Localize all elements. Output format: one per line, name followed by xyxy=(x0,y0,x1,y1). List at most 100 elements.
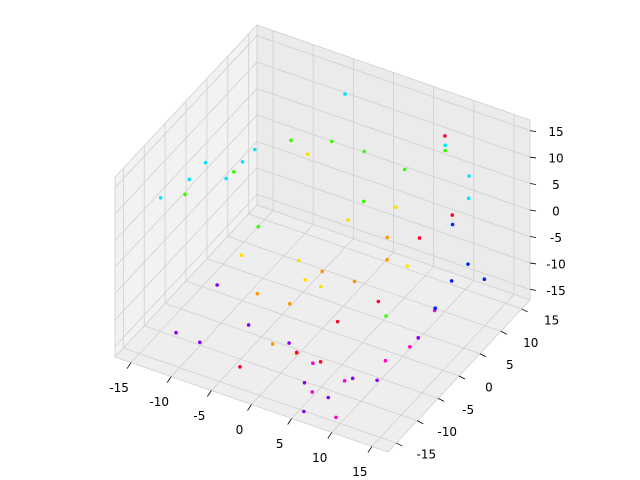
y-tick-label: 5 xyxy=(506,358,514,372)
point xyxy=(287,301,292,306)
point xyxy=(310,390,315,394)
y-tick xyxy=(521,308,528,313)
point xyxy=(449,279,454,283)
point xyxy=(466,196,471,201)
grid-line xyxy=(227,235,501,332)
grid-line xyxy=(114,141,258,294)
point xyxy=(346,218,351,222)
point xyxy=(383,358,388,363)
point xyxy=(375,378,379,383)
grid-line xyxy=(256,167,531,264)
point xyxy=(466,262,470,266)
z-tick-label: 0 xyxy=(552,205,560,219)
grid-line xyxy=(114,194,258,347)
y-tick-label: 0 xyxy=(485,381,493,395)
x-tick xyxy=(166,376,172,383)
point xyxy=(303,278,307,282)
z-tick xyxy=(529,130,537,132)
point xyxy=(334,415,338,420)
grid-line xyxy=(256,194,531,290)
grid-line xyxy=(256,114,531,211)
point xyxy=(270,342,275,346)
x-tick-label: 0 xyxy=(236,423,244,437)
grid-line xyxy=(144,325,418,422)
point xyxy=(385,257,389,262)
point xyxy=(467,174,471,178)
point xyxy=(289,138,293,143)
point xyxy=(330,139,334,144)
point xyxy=(246,323,251,327)
x-tick xyxy=(207,390,212,397)
point xyxy=(342,379,347,383)
point xyxy=(174,330,178,335)
point xyxy=(239,253,244,258)
point xyxy=(482,277,487,282)
point xyxy=(443,148,448,153)
y-tick xyxy=(437,397,445,402)
point xyxy=(402,167,407,172)
point xyxy=(352,279,357,284)
y-tick-label: -10 xyxy=(437,425,457,439)
point xyxy=(450,222,455,227)
point xyxy=(335,319,340,324)
point xyxy=(294,350,299,355)
z-tick-label: -10 xyxy=(546,257,566,271)
x-tick-label: 5 xyxy=(276,437,284,451)
grid-line xyxy=(114,114,258,268)
point xyxy=(158,195,163,200)
grid-line xyxy=(256,88,531,184)
y-tick xyxy=(417,420,424,425)
z-tick-label: 5 xyxy=(552,178,560,192)
grid-line xyxy=(206,258,481,355)
point xyxy=(361,199,366,204)
x-tick xyxy=(367,446,373,453)
point xyxy=(343,92,347,96)
y-tick-label: -5 xyxy=(462,403,474,417)
z-tick-label: -5 xyxy=(550,231,562,245)
y-tick xyxy=(479,353,487,358)
point xyxy=(350,376,355,381)
z-tick xyxy=(529,209,537,212)
y-tick xyxy=(500,330,507,335)
point xyxy=(296,258,301,263)
y-tick xyxy=(396,442,403,447)
point xyxy=(215,283,219,287)
point xyxy=(376,299,381,304)
z-tick xyxy=(529,183,537,185)
point xyxy=(256,224,261,229)
point xyxy=(393,205,398,210)
point xyxy=(320,269,324,274)
point xyxy=(311,361,315,366)
x-tick-label: 15 xyxy=(352,465,367,479)
point xyxy=(319,284,323,289)
x-tick-label: -10 xyxy=(149,395,169,409)
point xyxy=(287,341,291,345)
x-tick-label: -15 xyxy=(109,381,129,395)
point xyxy=(224,176,228,181)
point xyxy=(326,395,331,400)
point xyxy=(252,147,257,152)
grid-line xyxy=(114,167,258,321)
grid-line xyxy=(123,347,397,444)
point xyxy=(302,380,307,385)
z-tick xyxy=(529,156,537,159)
x-tick xyxy=(247,404,252,411)
z-tick xyxy=(529,236,537,238)
grid-line xyxy=(164,302,439,399)
grid-line xyxy=(256,35,531,131)
point xyxy=(405,264,410,268)
point xyxy=(232,170,236,174)
point xyxy=(255,291,260,296)
grid-line xyxy=(248,213,522,310)
x-tick-label: -5 xyxy=(193,409,205,423)
grid-line xyxy=(114,61,258,215)
x-tick xyxy=(327,432,333,439)
z-tick xyxy=(529,289,537,291)
point xyxy=(238,365,242,369)
point xyxy=(362,149,367,154)
point xyxy=(183,192,187,197)
point xyxy=(197,340,202,345)
z-tick-label: 10 xyxy=(548,152,563,166)
